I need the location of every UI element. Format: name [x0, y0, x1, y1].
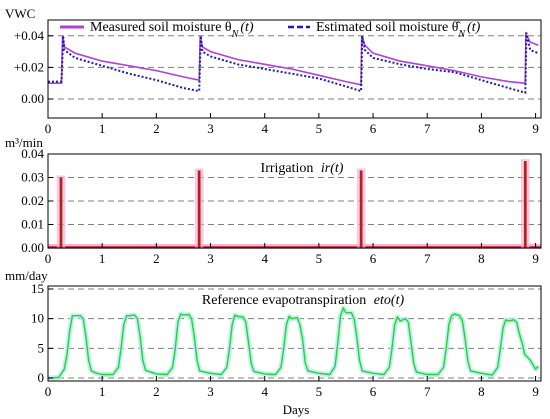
- panel3-ytick-label: 5: [38, 340, 45, 355]
- panel3-xtick-label: 6: [370, 384, 377, 399]
- panel3-xtick-label: 7: [424, 384, 431, 399]
- panel2-ytick-label: 0.04: [21, 146, 44, 161]
- panel3-ylabel: mm/day: [5, 268, 48, 283]
- panel3-ytick-label: 10: [31, 311, 44, 326]
- irrigation-panel: m³/min Irrigation ir(t) 0.00 0.01 0.02 0.03…: [5, 135, 542, 266]
- panel1-ylabel: VWC: [5, 6, 35, 21]
- panel1-xtick-label: 3: [207, 121, 214, 136]
- panel3-xtick-label: 0: [45, 384, 52, 399]
- legend-label-1: Measured soil moisture θN (t): [90, 20, 254, 40]
- panel3-ytick-label: 0: [38, 370, 45, 385]
- panel1-ytick-label: +0.04: [14, 28, 45, 43]
- panel1-xtick-label: 5: [316, 121, 323, 136]
- panel1-xtick-label: 8: [478, 121, 485, 136]
- panel3-xtick-label: 1: [99, 384, 106, 399]
- panel1-xtick-label: 9: [532, 121, 539, 136]
- panel1-ytick-label: +0.02: [14, 59, 44, 74]
- panel3-title-text: Reference evapotranspiration: [202, 293, 366, 308]
- irrigation-bar: [359, 170, 363, 248]
- legend-label-2: Estimated soil moisture θ̂N (t): [316, 20, 481, 40]
- soil-moisture-panel: VWC Measured soil moisture θN (t) Estimate…: [5, 6, 542, 136]
- panel3-xtick-label: 4: [261, 384, 268, 399]
- panel1-xtick-label: 1: [99, 121, 106, 136]
- irrigation-bar: [197, 170, 201, 248]
- irrigation-bar: [523, 161, 527, 248]
- panel1-xtick-label: 7: [424, 121, 431, 136]
- panel2-xtick-label: 9: [532, 251, 539, 266]
- panel2-xtick-label: 4: [261, 251, 268, 266]
- panel2-ytick-label: 0.00: [21, 240, 44, 255]
- panel2-xtick-label: 3: [207, 251, 214, 266]
- panel3-xtick-label: 5: [316, 384, 323, 399]
- panel3-xtick-label: 8: [478, 384, 485, 399]
- panel2-ytick-label: 0.03: [21, 170, 44, 185]
- panel1-xtick-label: 0: [45, 121, 52, 136]
- panel3-xtick-label: 3: [207, 384, 214, 399]
- panel2-xtick-label: 2: [153, 251, 160, 266]
- panel3-xlabel: Days: [283, 402, 310, 417]
- evapotranspiration-panel: mm/day Reference evapotranspiration eto(…: [5, 268, 542, 417]
- estimated-moisture-line: [48, 32, 539, 95]
- panel2-ytick-label: 0.01: [21, 217, 44, 232]
- panel3-title-math: eto(t): [374, 293, 405, 308]
- panel3-title: Reference evapotranspiration eto(t): [202, 293, 405, 308]
- panel2-xtick-label: 8: [478, 251, 485, 266]
- panel3-xtick-label: 9: [532, 384, 539, 399]
- panel1-legend: Measured soil moisture θN (t) Estimated so…: [60, 20, 481, 40]
- panel3-frame: [47, 285, 542, 382]
- panel2-xtick-label: 5: [316, 251, 323, 266]
- panel2-ylabel: m³/min: [5, 135, 43, 150]
- panel1-xtick-label: 6: [370, 121, 377, 136]
- measured-moisture-line: [48, 31, 539, 86]
- panel2-xtick-label: 1: [99, 251, 106, 266]
- panel2-xtick-label: 7: [424, 251, 431, 266]
- panel2-title-math: ir(t): [321, 161, 344, 176]
- panel1-xtick-label: 2: [153, 121, 160, 136]
- irrigation-bar: [59, 177, 63, 248]
- panel1-frame: [47, 19, 542, 119]
- panel1-ytick-label: 0.00: [21, 91, 44, 106]
- panel2-title-text: Irrigation: [261, 161, 314, 176]
- panel3-xtick-label: 2: [153, 384, 160, 399]
- panel2-ytick-label: 0.02: [21, 193, 44, 208]
- panel1-xtick-label: 4: [261, 121, 268, 136]
- panel2-xtick-label: 0: [45, 251, 52, 266]
- panel2-xtick-label: 6: [370, 251, 377, 266]
- panel3-ytick-label: 15: [31, 281, 44, 296]
- eto-line: [47, 307, 539, 379]
- panel2-title: Irrigation ir(t): [261, 161, 344, 176]
